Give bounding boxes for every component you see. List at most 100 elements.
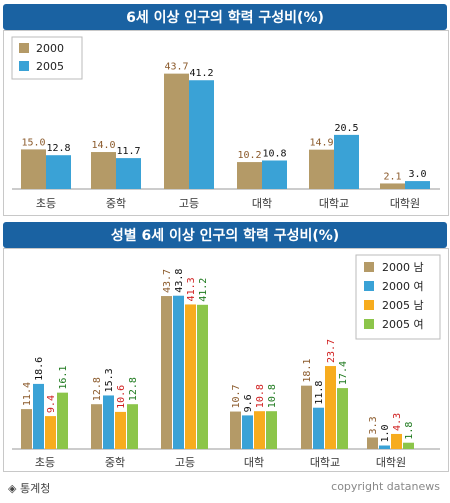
chart2-legend-label: 2005 남 [382,299,424,312]
chart2-value-label: 3.3 [368,416,379,434]
chart1-legend-swatch [19,61,29,71]
chart2-value-label: 10.8 [267,384,278,408]
chart2-value-label: 11.4 [22,382,33,406]
chart2-value-label: 10.8 [255,384,266,408]
chart2-legend-swatch [364,300,374,310]
chart2-category-label: 대학원 [376,456,406,469]
chart2-bar-s0-3 [230,411,241,449]
source-label: ◈ 통계청 [8,482,51,495]
chart1-value-label: 43.7 [164,62,188,73]
chart2-bar-s2-4 [325,366,336,449]
chart1-category-label: 고등 [179,197,199,210]
chart1-value-label: 14.9 [309,138,333,149]
chart1-bar-2000-5 [380,183,405,189]
chart1-title: 6세 이상 인구의 학력 구성비(%) [3,4,447,30]
chart1-value-label: 3.0 [408,169,426,180]
chart1-value-label: 10.2 [237,150,261,161]
chart2-bar-s1-2 [173,295,184,449]
chart2-value-label: 9.6 [243,394,254,412]
chart1-bar-2000-1 [91,152,116,189]
chart2-category-label: 초등 [35,456,55,469]
chart2-legend-swatch [364,281,374,291]
chart1-category-label: 대학원 [390,197,420,210]
chart1-legend-swatch [19,43,29,53]
chart1-value-label: 14.0 [91,140,115,151]
chart2-bar-s1-3 [242,415,253,449]
chart2-category-label: 대학교 [310,456,340,469]
chart2-bar-s2-5 [391,433,402,449]
chart2-value-label: 15.3 [104,368,115,392]
chart2-bar-s0-1 [91,404,102,449]
chart2-value-label: 9.4 [46,395,57,413]
chart1-value-label: 2.1 [383,171,401,182]
copyright-label: copyright datanews [331,480,440,493]
chart2-category-label: 대학 [244,456,264,469]
chart2-value-label: 10.7 [231,384,242,408]
chart2-legend-label: 2000 남 [382,261,424,274]
chart1-category-label: 초등 [36,197,56,210]
chart2-bar-s0-5 [367,437,378,449]
chart2-bar-s1-0 [33,383,44,449]
chart1-bar-2000-0 [21,149,46,189]
chart2-bar-s1-5 [379,445,390,449]
chart2-value-label: 18.1 [302,359,313,383]
chart2-value-label: 12.8 [92,377,103,401]
chart1-legend-label: 2000 [36,42,64,55]
chart2-value-label: 41.2 [198,278,209,302]
chart1-value-label: 12.8 [46,143,70,154]
chart2-value-label: 11.8 [314,381,325,405]
chart1-bar-2000-2 [164,73,189,189]
chart2-bar-s3-4 [337,388,348,449]
chart1-legend-label: 2005 [36,60,64,73]
chart2-category-label: 고등 [175,456,195,469]
chart2-value-label: 1.0 [380,424,391,442]
chart2-legend-label: 2000 여 [382,280,424,293]
chart2-bar-s3-5 [403,442,414,449]
chart1-svg: 15.012.8 초등 14.011.7 중학 43.741.2 고등 10.2 10.8 대학… [11,36,440,210]
chart1-bar-2005-0 [46,155,71,189]
chart2-bar-s3-2 [197,304,208,449]
chart1-value-label: 10.8 [262,148,286,159]
chart1-bar-2005-2 [189,80,214,189]
chart2-bar-s2-0 [45,416,56,449]
chart2-value-label: 18.6 [34,357,45,381]
chart2-bar-s2-2 [185,304,196,449]
chart2-panel: 11.4 18.6 9.4 16.1 초등 12.8 15.3 10.6 12.8 중학 43.7 4… [3,248,449,472]
chart2-legend-swatch [364,319,374,329]
chart1-category-label: 대학 [252,197,272,210]
chart1-bar-2005-3 [262,160,287,189]
chart2-bar-s1-1 [103,395,114,449]
chart2-bar-s0-0 [21,409,32,449]
chart2-bar-s2-3 [254,411,265,449]
chart1-value-label: 15.0 [21,137,45,148]
chart2-bar-s3-3 [266,411,277,449]
chart1-bar-2005-1 [116,158,141,189]
chart2-category-label: 중학 [105,456,125,469]
chart2-value-label: 12.8 [128,377,139,401]
chart2-value-label: 17.4 [338,361,349,385]
chart2-value-label: 41.3 [186,277,197,301]
chart1-category-label: 대학교 [319,197,349,210]
chart1-category-label: 중학 [106,197,126,210]
chart2-bar-s3-1 [127,404,138,449]
chart2-bar-s3-0 [57,392,68,449]
chart1-bar-2005-5 [405,181,430,189]
chart1-bar-2000-4 [309,149,334,189]
chart1-bar-2000-3 [237,162,262,189]
chart1-bar-2005-4 [334,134,359,189]
chart2-bar-s2-1 [115,411,126,449]
chart2-value-label: 10.6 [116,385,127,409]
chart1-value-label: 20.5 [334,123,358,134]
chart2-legend-label: 2005 여 [382,318,424,331]
chart2-value-label: 43.8 [174,269,185,293]
chart2-legend-swatch [364,262,374,272]
chart1-panel: 15.0 12.8 초등 14.0 11.7 중학 43.7 41.2 고등 10.2 10.8 대학… [3,30,449,216]
chart2-bar-s0-2 [161,296,172,449]
chart1-value-label: 11.7 [116,146,140,157]
chart2-value-label: 1.8 [404,422,415,440]
chart2-value-label: 16.1 [58,366,69,390]
chart2-bar-s1-4 [313,407,324,449]
chart2-value-label: 23.7 [326,339,337,363]
chart2-title: 성별 6세 이상 인구의 학력 구성비(%) [3,222,447,248]
